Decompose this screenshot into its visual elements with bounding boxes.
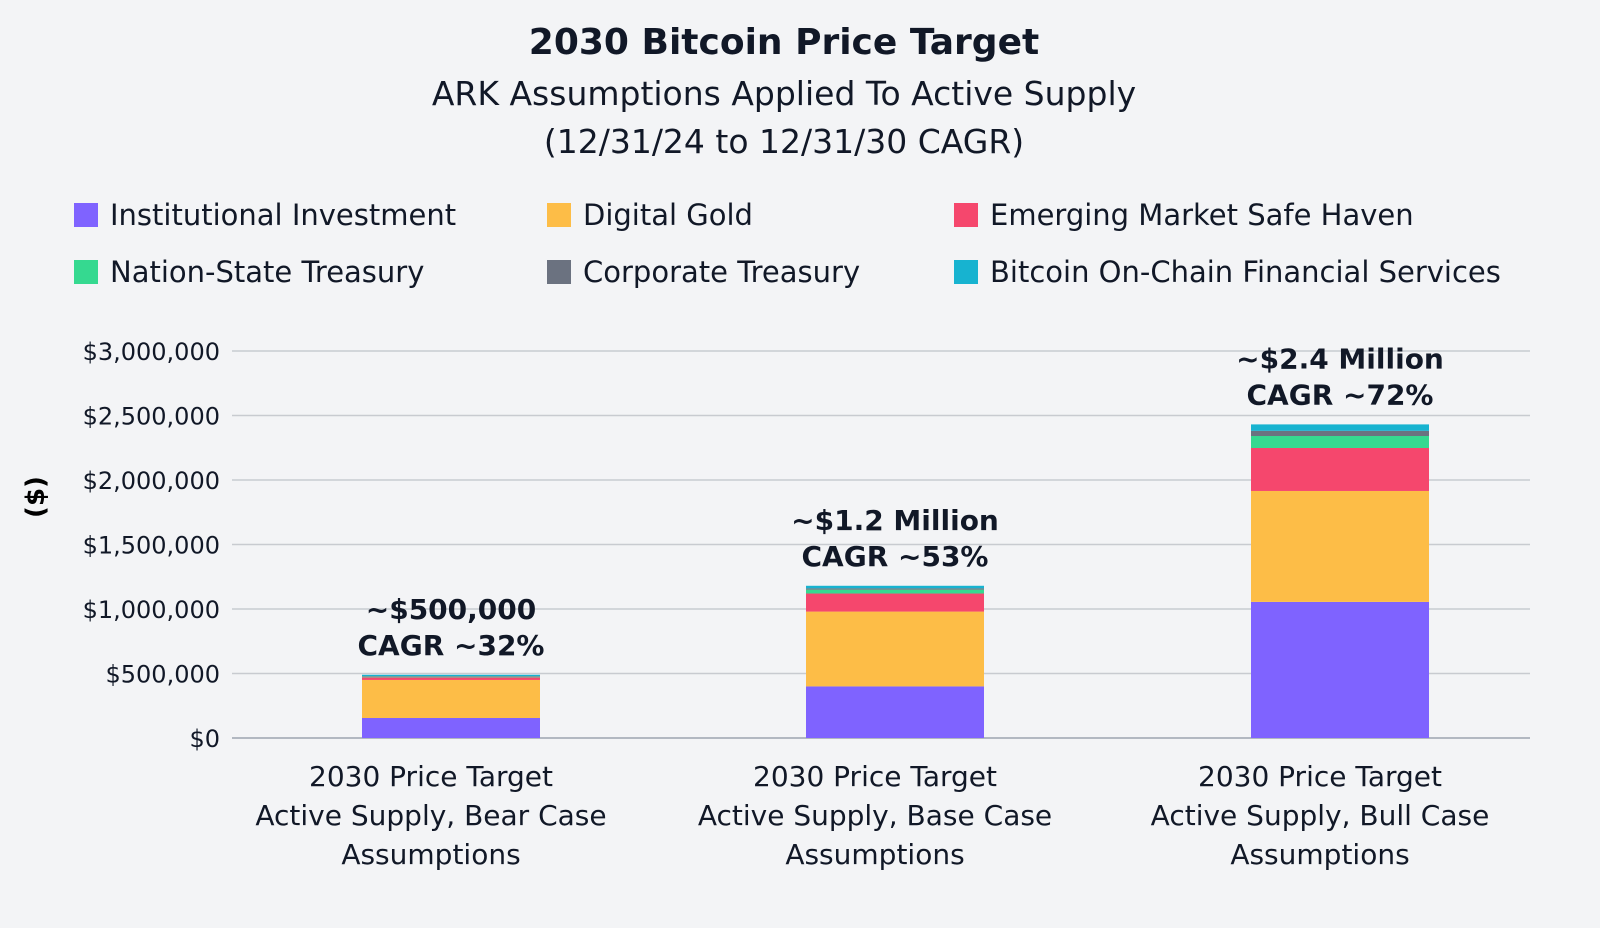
bar-segment [362, 676, 540, 678]
chart-subtitle-line-2: (12/31/24 to 12/31/30 CAGR) [543, 122, 1025, 161]
chart-subtitle-line-1: ARK Assumptions Applied To Active Supply [431, 74, 1137, 113]
bar-segment [806, 585, 984, 589]
bar-segment [362, 677, 540, 680]
legend-item: Digital Gold [547, 198, 753, 232]
y-tick-label: $500,000 [105, 661, 220, 689]
bar-segment [1251, 601, 1429, 738]
legend-item: Corporate Treasury [547, 255, 860, 289]
legend-item: Emerging Market Safe Haven [954, 198, 1414, 232]
legend-swatch [954, 203, 978, 227]
bar-segment [1251, 424, 1429, 431]
y-tick-label: $3,000,000 [83, 338, 220, 366]
y-axis-label: ($) [21, 476, 51, 518]
legend-label: Institutional Investment [110, 198, 457, 232]
bar-segment [1251, 436, 1429, 449]
bar-annotation: ~$1.2 Million [791, 504, 999, 537]
bar-segment [362, 718, 540, 738]
bar-annotation: ~$500,000 [366, 593, 536, 626]
legend-label: Emerging Market Safe Haven [990, 198, 1414, 232]
y-tick-label: $1,000,000 [83, 596, 220, 624]
x-tick-label: Assumptions [785, 838, 964, 871]
bar-segment [806, 611, 984, 687]
chart-title: 2030 Bitcoin Price Target [528, 22, 1040, 63]
legend-label: Corporate Treasury [583, 255, 861, 289]
bar-segment [1251, 430, 1429, 437]
legend-label: Bitcoin On-Chain Financial Services [990, 255, 1501, 289]
bar-annotation: CAGR ~53% [802, 540, 989, 573]
bar-segment [362, 676, 540, 677]
x-tick-label: Assumptions [341, 838, 520, 871]
x-tick-label: Assumptions [1230, 838, 1409, 871]
legend-label: Digital Gold [583, 198, 753, 232]
x-tick-label: 2030 Price Target [753, 760, 997, 793]
legend-swatch [547, 260, 571, 284]
bar-annotation: CAGR ~32% [358, 629, 545, 662]
bar-segment [806, 593, 984, 612]
x-tick-label: Active Supply, Base Case [698, 799, 1052, 832]
legend-swatch [547, 203, 571, 227]
bar-segment [806, 589, 984, 594]
bar-segment [362, 674, 540, 677]
legend-swatch [74, 260, 98, 284]
legend-item: Nation-State Treasury [74, 255, 424, 289]
x-tick-label: 2030 Price Target [1198, 760, 1442, 793]
bar-segment [806, 588, 984, 590]
x-tick-label: 2030 Price Target [309, 760, 553, 793]
y-tick-label: $2,500,000 [83, 403, 220, 431]
bar-segment [362, 679, 540, 719]
x-tick-label: Active Supply, Bull Case [1151, 799, 1490, 832]
legend-swatch [74, 203, 98, 227]
bar-annotation: CAGR ~72% [1247, 378, 1434, 411]
bar-segment [806, 686, 984, 738]
y-tick-label: $2,000,000 [83, 467, 220, 495]
y-tick-label: $1,500,000 [83, 532, 220, 560]
bar-segment [1251, 448, 1429, 491]
legend-item: Bitcoin On-Chain Financial Services [954, 255, 1501, 289]
x-tick-label: Active Supply, Bear Case [255, 799, 606, 832]
bar-segment [1251, 490, 1429, 602]
legend-label: Nation-State Treasury [110, 255, 425, 289]
bar-annotation: ~$2.4 Million [1236, 342, 1444, 375]
legend-item: Institutional Investment [74, 198, 456, 232]
y-tick-label: $0 [189, 725, 220, 753]
legend-swatch [954, 260, 978, 284]
